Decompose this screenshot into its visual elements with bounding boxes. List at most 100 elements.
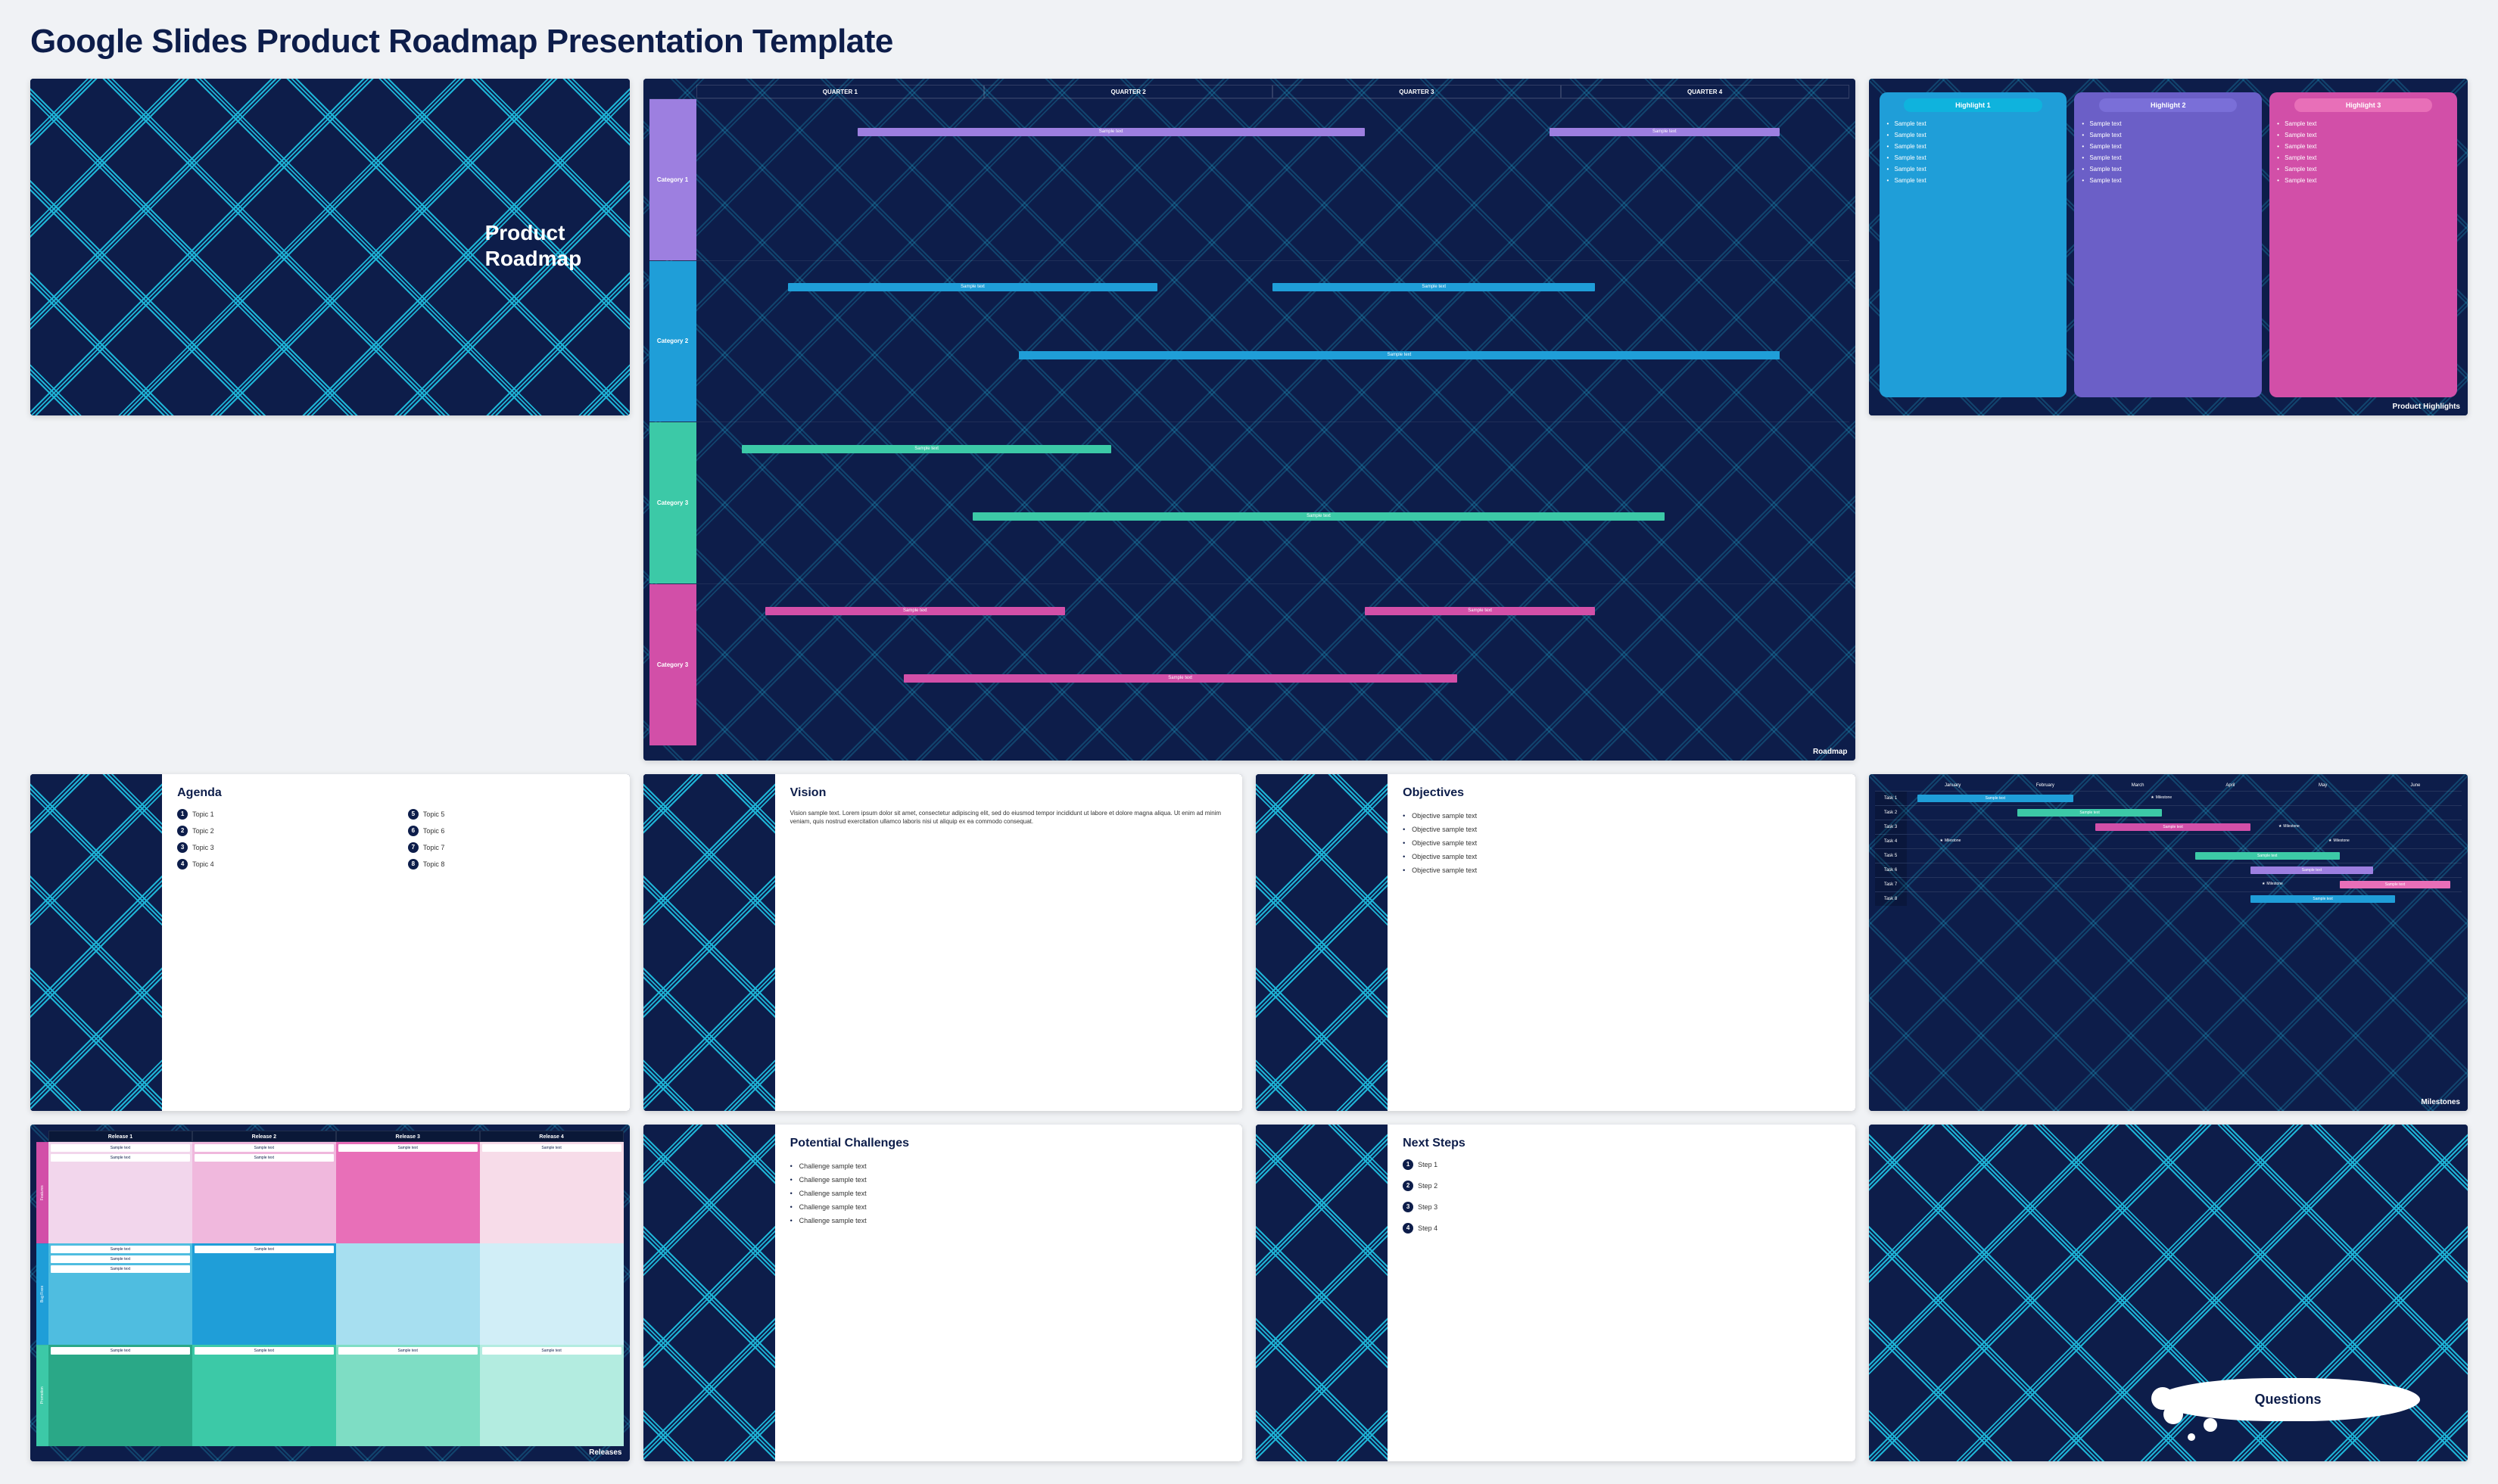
agenda-text: Topic 6 xyxy=(423,827,445,835)
num-circle: 8 xyxy=(408,859,419,870)
highlight-card: Highlight 3Sample textSample textSample … xyxy=(2269,92,2457,397)
roadmap-row: Category 2Sample textSample textSample t… xyxy=(649,260,1849,422)
agenda-text: Topic 2 xyxy=(192,827,214,835)
agenda-item: 4 Topic 4 xyxy=(177,859,381,870)
footer-label: Releases xyxy=(589,1448,621,1457)
highlight-pill: Highlight 3 xyxy=(2294,98,2432,112)
slide-vision: Vision Vision sample text. Lorem ipsum d… xyxy=(643,774,1243,1111)
highlight-item: Sample text xyxy=(2277,163,2450,175)
highlight-item: Sample text xyxy=(2277,141,2450,152)
num-circle: 1 xyxy=(1403,1159,1413,1170)
release-item: Sample text xyxy=(195,1347,334,1355)
task-label: Task 7 xyxy=(1875,878,1907,891)
agenda-item: 8Topic 8 xyxy=(408,859,612,870)
release-header: Release 2 xyxy=(192,1131,336,1142)
release-header: Release 4 xyxy=(480,1131,624,1142)
page-title: Google Slides Product Roadmap Presentati… xyxy=(30,23,2468,61)
step-item: 4 Step 4 xyxy=(1403,1223,1839,1234)
challenges-title: Potential Challenges xyxy=(790,1137,1227,1150)
agenda-item: 7Topic 7 xyxy=(408,842,612,853)
agenda-item: 2Topic 2 xyxy=(177,826,381,836)
highlight-item: Sample text xyxy=(2082,163,2254,175)
objective-item: Objective sample text xyxy=(1403,836,1839,850)
milestones-table: JanuaryFebruaryMarchAprilMayJune Task 1S… xyxy=(1875,780,2462,1096)
roadmap-bar: Sample text xyxy=(1019,351,1780,359)
quarter-header: QUARTER 3 xyxy=(1272,85,1561,98)
release-item: Sample text xyxy=(482,1144,621,1152)
objective-item: Objective sample text xyxy=(1403,823,1839,836)
step-item: 1 Step 1 xyxy=(1403,1159,1839,1170)
nextsteps-title: Next Steps xyxy=(1403,1137,1839,1150)
task-label: Task 2 xyxy=(1875,806,1907,820)
milestone-row: Task 7Sample textMilestone xyxy=(1875,877,2462,891)
release-item: Sample text xyxy=(51,1154,190,1162)
slide-roadmap: QUARTER 1QUARTER 2QUARTER 3QUARTER 4 Cat… xyxy=(643,79,1855,761)
highlight-card: Highlight 1Sample textSample textSample … xyxy=(1880,92,2067,397)
slide-releases: FeaturesBug FixesPromotion Release 1Rele… xyxy=(30,1125,630,1461)
roadmap-bar: Sample text xyxy=(765,607,1065,615)
milestone-marker: Milestone xyxy=(1940,838,1961,843)
milestone-bar: Sample text xyxy=(2250,895,2395,903)
slide-title: ProductRoadmap xyxy=(30,79,630,415)
milestone-bar: Sample text xyxy=(2017,809,2162,817)
slide-highlights: Highlight 1Sample textSample textSample … xyxy=(1869,79,2468,415)
category-label: Category 3 xyxy=(649,422,696,583)
release-item: Sample text xyxy=(338,1347,478,1355)
category-label: Category 1 xyxy=(649,99,696,260)
footer-label: Roadmap xyxy=(1813,748,1848,756)
challenges-list: Challenge sample textChallenge sample te… xyxy=(790,1159,1227,1227)
release-item: Sample text xyxy=(51,1255,190,1263)
highlight-card: Highlight 2Sample textSample textSample … xyxy=(2074,92,2262,397)
agenda-item: 6 Topic 6 xyxy=(408,826,612,836)
num-circle: 5 xyxy=(408,809,419,820)
release-cell: Sample text xyxy=(480,1142,624,1243)
agenda-text: Topic 5 xyxy=(423,810,445,818)
release-cell xyxy=(480,1243,624,1345)
milestone-row: Task 8 Sample text xyxy=(1875,891,2462,906)
roadmap-bar: Sample text xyxy=(1550,128,1780,136)
num-circle: 4 xyxy=(177,859,188,870)
highlight-item: Sample text xyxy=(1887,118,2060,129)
agenda-item: 5 Topic 5 xyxy=(408,809,612,820)
slide-challenges: Potential Challenges Challenge sample te… xyxy=(643,1125,1243,1461)
milestone-row: Task 5Sample text xyxy=(1875,848,2462,863)
num-circle: 4 xyxy=(1403,1223,1413,1234)
step-text: Step 4 xyxy=(1418,1224,1437,1232)
step-item: 3Step 3 xyxy=(1403,1202,1839,1212)
release-section-label: Bug Fixes xyxy=(36,1243,48,1345)
slide-milestones: JanuaryFebruaryMarchAprilMayJune Task 1S… xyxy=(1869,774,2468,1111)
roadmap-row: Category 1Sample textSample text xyxy=(649,98,1849,260)
milestone-bar: Sample text xyxy=(2250,866,2372,874)
challenge-item: Challenge sample text xyxy=(790,1187,1227,1200)
highlight-item: Sample text xyxy=(1887,152,2060,163)
release-cell: Sample text xyxy=(48,1345,192,1446)
highlight-item: Sample text xyxy=(2277,129,2450,141)
roadmap-bar: Sample text xyxy=(973,512,1665,521)
title-text: ProductRoadmap xyxy=(485,220,582,271)
slide-next-steps: Next Steps 1Step 12Step 23Step 34Step 4 xyxy=(1256,1125,1855,1461)
questions-text: Questions xyxy=(2255,1392,2322,1407)
num-circle: 3 xyxy=(1403,1202,1413,1212)
release-cell: Sample text xyxy=(192,1345,336,1446)
agenda-text: Topic 1 xyxy=(192,810,214,818)
agenda-text: Topic 4 xyxy=(192,860,214,868)
highlight-item: Sample text xyxy=(2082,129,2254,141)
agenda-text: Topic 3 xyxy=(192,844,214,851)
milestone-row: Task 3Sample textMilestone xyxy=(1875,820,2462,834)
release-item: Sample text xyxy=(51,1265,190,1273)
release-item: Sample text xyxy=(51,1347,190,1355)
task-label: Task 8 xyxy=(1875,892,1907,906)
highlight-item: Sample text xyxy=(2082,118,2254,129)
roadmap-row: Category 3Sample textSample textSample t… xyxy=(649,583,1849,745)
month-header: June xyxy=(2369,780,2462,791)
month-header: March xyxy=(2092,780,2184,791)
highlight-item: Sample text xyxy=(1887,129,2060,141)
num-circle: 6 xyxy=(408,826,419,836)
release-item: Sample text xyxy=(195,1154,334,1162)
milestone-bar: Sample text xyxy=(2095,823,2250,831)
release-cell: Sample textSample text xyxy=(192,1142,336,1243)
step-text: Step 1 xyxy=(1418,1161,1437,1168)
quarter-header: QUARTER 1 xyxy=(696,85,985,98)
release-item: Sample text xyxy=(482,1347,621,1355)
slides-grid: ProductRoadmap QUARTER 1QUARTER 2QUARTER… xyxy=(30,79,2468,1461)
